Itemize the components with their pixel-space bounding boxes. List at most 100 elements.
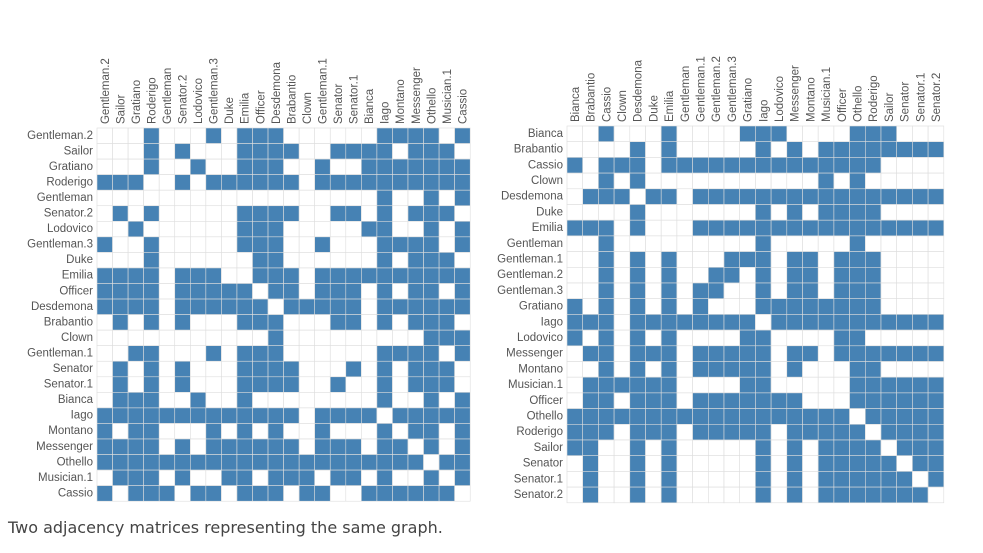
m2-cell: [849, 204, 866, 221]
m1-cell: [423, 345, 440, 362]
m1-cell: [221, 189, 238, 207]
m2-cell: [833, 345, 850, 362]
m1-row-label: Gentleman.1: [27, 347, 93, 359]
m1-cell: [236, 360, 253, 378]
m1-cell: [438, 423, 455, 440]
m2-cell: [582, 125, 599, 142]
m1-cell: [267, 407, 284, 424]
m2-cell: [739, 314, 756, 331]
m1-cell: [423, 236, 440, 253]
m1-cell: [376, 221, 393, 238]
m2-cell: [660, 408, 678, 425]
m1-cell: [314, 143, 331, 160]
m1-cell: [407, 407, 424, 424]
m1-cell: [298, 485, 315, 502]
m1-cell: [376, 127, 393, 144]
m1-cell: [376, 423, 393, 440]
m2-cell: [912, 219, 929, 237]
m1-cell: [143, 252, 160, 269]
m2-cell: [770, 345, 788, 362]
m2-cell: [660, 345, 678, 362]
m1-row-label: Gentleman.3: [27, 239, 93, 251]
m2-cell: [739, 235, 756, 252]
m2-column-label: Roderigo: [868, 75, 880, 122]
m2-cell: [833, 251, 850, 268]
m1-cell: [205, 158, 222, 175]
m2-cell: [660, 486, 678, 504]
m1-column-label: Brabantio: [286, 75, 298, 124]
m1-cell: [376, 469, 393, 486]
m2-cell: [723, 392, 740, 409]
m1-cell: [143, 329, 160, 346]
m2-cell: [723, 439, 740, 456]
m2-cell: [817, 329, 835, 347]
m1-column-label: Emilia: [240, 92, 252, 124]
m1-cell: [221, 158, 238, 175]
m1-cell: [252, 314, 269, 331]
m1-cell: [112, 376, 129, 393]
m2-cell: [770, 439, 788, 456]
m2-cell: [880, 251, 897, 268]
m2-cell: [629, 172, 646, 190]
m2-cell: [613, 172, 631, 190]
m2-row-label: Bianca: [528, 128, 564, 140]
m2-cell: [739, 439, 756, 456]
m2-cell: [645, 329, 662, 347]
m2-cell: [912, 188, 929, 205]
m2-row-label: Gentleman.1: [497, 253, 563, 265]
m1-cell: [454, 205, 471, 222]
m2-cell: [880, 298, 897, 315]
m2-row-label: Duke: [536, 206, 563, 218]
m2-cell: [613, 282, 631, 299]
m2-cell: [880, 282, 897, 299]
m1-cell: [392, 174, 409, 191]
m1-cell: [454, 345, 471, 362]
m2-cell: [927, 455, 945, 472]
m2-cell: [802, 219, 819, 237]
m2-cell: [755, 345, 772, 362]
m1-cell: [345, 329, 362, 346]
m2-column-label: Gentleman.1: [695, 56, 707, 122]
m2-cell: [896, 408, 913, 425]
m1-cell: [298, 329, 315, 346]
m1-cell: [143, 345, 160, 362]
m1-cell: [376, 407, 393, 424]
m2-cell: [629, 439, 646, 456]
m1-cell: [454, 469, 471, 486]
m2-cell: [582, 408, 599, 425]
m1-cell: [345, 345, 362, 362]
m2-cell: [880, 471, 897, 488]
m2-cell: [582, 266, 599, 284]
m2-cell: [770, 314, 788, 331]
m1-cell: [283, 345, 300, 362]
m2-cell: [692, 157, 709, 174]
m1-cell: [407, 454, 424, 471]
m1-cell: [361, 221, 378, 238]
m2-cell: [880, 408, 897, 425]
m1-cell: [158, 205, 176, 222]
m2-cell: [912, 361, 929, 378]
m1-cell: [174, 221, 191, 238]
m2-cell: [755, 439, 772, 456]
m1-cell: [298, 469, 315, 486]
m1-cell: [298, 376, 315, 393]
m1-cell: [252, 298, 269, 315]
m1-cell: [345, 298, 362, 315]
m1-cell: [252, 283, 269, 300]
m1-column-label: Senator.1: [349, 75, 361, 124]
m1-cell: [298, 127, 315, 144]
m1-cell: [143, 376, 160, 393]
m2-cell: [598, 455, 615, 472]
m1-cell: [392, 158, 409, 175]
m1-cell: [298, 221, 315, 238]
m2-cell: [896, 141, 913, 158]
m2-cell: [645, 392, 662, 409]
m1-cell: [205, 407, 222, 424]
m2-cell: [912, 125, 929, 142]
m2-cell: [817, 251, 835, 268]
m1-cell: [376, 376, 393, 393]
m2-cell: [802, 204, 819, 221]
m1-cell: [298, 236, 315, 253]
m1-cell: [158, 221, 176, 238]
m2-cell: [927, 439, 945, 456]
